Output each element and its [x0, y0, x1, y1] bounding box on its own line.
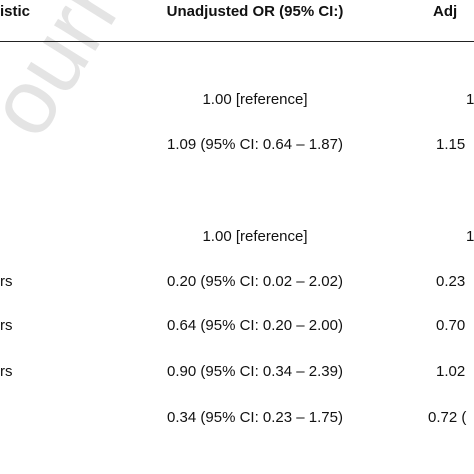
table-cell: rs	[0, 363, 13, 380]
header-rule	[0, 41, 474, 42]
table-cell: 0.20 (95% CI: 0.02 – 2.02)	[167, 273, 343, 290]
table-cell: 0.70	[436, 317, 466, 334]
table-cell: 1.02	[436, 363, 466, 380]
table-cell: rs	[0, 317, 13, 334]
header-cell: Unadjusted OR (95% CI:)	[166, 3, 344, 20]
table-cell: 1	[466, 228, 474, 245]
header-cell: istic	[0, 3, 31, 20]
table-cell: 1.00 [reference]	[202, 228, 308, 245]
table-cell: 1.09 (95% CI: 0.64 – 1.87)	[167, 136, 343, 153]
table-cell: 1	[466, 91, 474, 108]
table-cell: 0.23	[436, 273, 466, 290]
table-cell: 0.72 (	[428, 409, 467, 426]
table-cell: 0.64 (95% CI: 0.20 – 2.00)	[167, 317, 343, 334]
table-cell: 1.15	[436, 136, 466, 153]
table-cell: rs	[0, 273, 13, 290]
table-cell: 1.00 [reference]	[202, 91, 308, 108]
table-cell: 0.90 (95% CI: 0.34 – 2.39)	[167, 363, 343, 380]
watermark: ourna	[0, 0, 180, 154]
table-cell: 0.34 (95% CI: 0.23 – 1.75)	[167, 409, 343, 426]
header-cell: Adj	[433, 3, 458, 20]
